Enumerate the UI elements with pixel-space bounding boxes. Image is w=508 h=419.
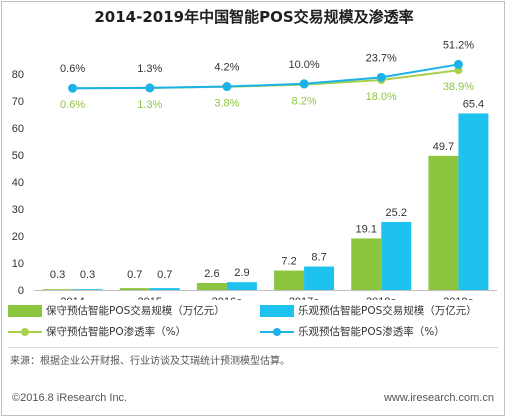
- y-tick-label: 40: [12, 177, 24, 189]
- y-tick-label: 20: [12, 231, 24, 243]
- y-tick-label: 80: [12, 69, 24, 81]
- y-tick-label: 50: [12, 150, 24, 162]
- rate-label-optimistic: 1.3%: [137, 63, 162, 75]
- legend-swatch-bar-conservative: [8, 304, 42, 317]
- bar-conservative: [428, 155, 459, 290]
- rate-label-conservative: 8.2%: [292, 96, 317, 108]
- y-tick-label: 70: [12, 96, 24, 108]
- line-optimistic-rate: [72, 63, 459, 90]
- bar-value-label-conservative: 2.6: [204, 268, 219, 280]
- bar-value-label-conservative: 7.2: [281, 256, 296, 268]
- legend-swatch-line-optimistic: [260, 326, 294, 338]
- point-optimistic-rate: [299, 79, 309, 89]
- source-divider: [8, 347, 498, 348]
- bar-conservative: [274, 270, 305, 290]
- bar-optimistic: [381, 221, 412, 290]
- bar-value-label-conservative: 49.7: [433, 141, 454, 153]
- chart-plot: 0 10 20 30 40 50 60 70 80 0.3 0.3 2014 0.7 0.7 2015 2.6…: [12, 39, 497, 300]
- bar-value-label-optimistic: 2.9: [234, 267, 249, 279]
- rate-label-optimistic: 51.2%: [443, 39, 474, 51]
- rate-label-conservative: 1.3%: [137, 99, 162, 111]
- legend-swatch-bar-optimistic: [260, 304, 294, 317]
- rate-label-conservative: 3.8%: [214, 98, 239, 110]
- bar-optimistic: [304, 266, 335, 290]
- bar-value-label-optimistic: 65.4: [463, 98, 484, 110]
- bar-optimistic: [226, 282, 257, 290]
- bar-value-label-optimistic: 8.7: [311, 252, 326, 264]
- y-tick-label: 60: [12, 123, 24, 135]
- source-note: 来源：根据企业公开财报、行业访谈及艾瑞统计预测模型估算。: [10, 356, 290, 367]
- bar-optimistic: [149, 288, 180, 290]
- bar-conservative: [119, 288, 150, 290]
- bar-value-label-conservative: 0.7: [127, 269, 142, 281]
- rate-label-optimistic: 23.7%: [366, 52, 397, 64]
- legend-label-bar-conservative: 保守预估智能POS交易规模（万亿元）: [46, 305, 225, 317]
- bar-conservative: [351, 238, 382, 290]
- rate-label-optimistic: 10.0%: [288, 59, 319, 71]
- legend-label-bar-optimistic: 乐观预估智能POS交易规模（万亿元）: [298, 305, 477, 317]
- y-tick-label: 0: [18, 285, 24, 297]
- point-optimistic-rate: [376, 72, 386, 82]
- x-category-label: 2016e: [212, 296, 243, 300]
- legend-item-bar-conservative: 保守预估智能POS交易规模（万亿元）: [8, 303, 225, 318]
- chart-title: 2014-2019年中国智能POS交易规模及渗透率: [94, 8, 414, 26]
- point-optimistic-rate: [145, 83, 155, 93]
- bar-value-label-optimistic: 0.3: [80, 269, 95, 281]
- legend-swatch-line-conservative: [8, 326, 42, 338]
- copyright: ©2016.8 iResearch Inc.: [12, 392, 128, 404]
- bar-optimistic: [458, 113, 489, 290]
- y-tick-label: 30: [12, 204, 24, 216]
- point-optimistic-rate: [453, 59, 463, 69]
- x-category-label: 2017e: [289, 296, 320, 300]
- x-category-label: 2019e: [443, 296, 474, 300]
- legend-label-line-conservative: 保守预估智能PO渗透率（%）: [46, 326, 187, 338]
- website-link[interactable]: www.iresearch.com.cn: [383, 392, 494, 404]
- bar-value-label-conservative: 19.1: [356, 223, 377, 235]
- bar-value-label-optimistic: 0.7: [157, 269, 172, 281]
- x-category-label: 2018e: [366, 296, 397, 300]
- rate-label-conservative: 0.6%: [60, 99, 85, 111]
- legend-item-line-conservative: 保守预估智能PO渗透率（%）: [8, 324, 186, 339]
- legend-label-line-optimistic: 乐观预估智能POS渗透率（%）: [298, 326, 445, 338]
- legend-item-bar-optimistic: 乐观预估智能POS交易规模（万亿元）: [260, 303, 477, 318]
- rate-label-conservative: 38.9%: [443, 81, 474, 93]
- x-category-label: 2015: [138, 296, 162, 300]
- bar-value-label-optimistic: 25.2: [386, 207, 407, 219]
- rate-label-optimistic: 4.2%: [214, 62, 239, 74]
- legend-item-line-optimistic: 乐观预估智能POS渗透率（%）: [260, 324, 445, 339]
- rate-label-optimistic: 0.6%: [60, 63, 85, 75]
- bar-optimistic: [72, 289, 103, 290]
- y-tick-label: 10: [12, 258, 24, 270]
- rate-label-conservative: 18.0%: [366, 91, 397, 103]
- point-optimistic-rate: [68, 83, 78, 93]
- x-category-label: 2014: [60, 296, 84, 300]
- bar-conservative: [42, 289, 73, 290]
- bar-value-label-conservative: 0.3: [50, 269, 65, 281]
- point-optimistic-rate: [222, 82, 232, 92]
- bar-conservative: [196, 282, 227, 290]
